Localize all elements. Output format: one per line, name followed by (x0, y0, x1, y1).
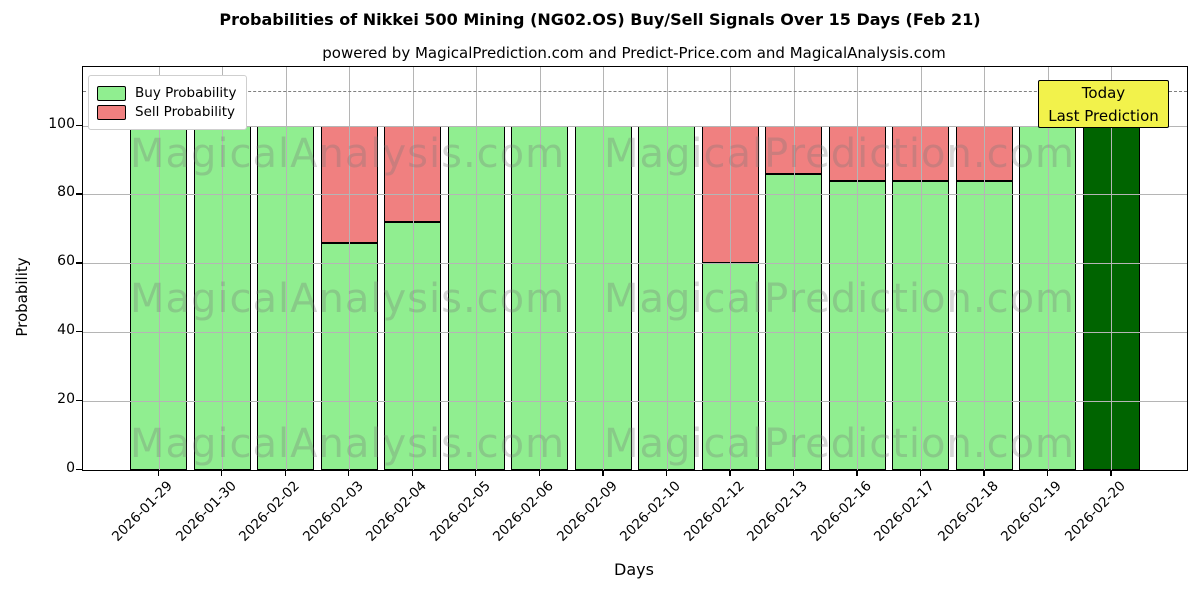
watermark-text: MagicalPrediction.com (604, 276, 1075, 322)
today-annotation-line1: Today (1081, 84, 1126, 102)
x-tick-label: 2026-02-18 (934, 478, 1002, 545)
today-annotation: Today Last Prediction (1038, 80, 1169, 128)
legend-item-sell: Sell Probability (97, 104, 236, 120)
v-gridline (730, 67, 732, 470)
h-gridline (83, 401, 1187, 403)
y-tick (76, 469, 82, 471)
x-tick (1110, 470, 1112, 476)
x-tick-label: 2026-02-06 (490, 478, 558, 545)
x-tick (475, 470, 477, 476)
v-gridline (984, 67, 986, 470)
h-gridline (83, 125, 1187, 127)
v-gridline (666, 67, 668, 470)
x-tick-label: 2026-02-19 (998, 478, 1066, 545)
today-annotation-line2: Last Prediction (1048, 107, 1159, 125)
x-tick-label: 2026-02-13 (744, 478, 812, 545)
v-gridline (539, 67, 541, 470)
y-tick (76, 193, 82, 195)
y-tick-label: 60 (57, 253, 75, 270)
x-tick-label: 2026-02-10 (617, 478, 685, 545)
v-gridline (412, 67, 414, 470)
h-gridline (83, 263, 1187, 265)
v-gridline (222, 67, 224, 470)
y-tick-label: 20 (57, 391, 75, 408)
v-gridline (603, 67, 605, 470)
v-gridline (1047, 67, 1049, 470)
x-tick-label: 2026-02-03 (299, 478, 367, 545)
x-tick (348, 470, 350, 476)
x-tick (284, 470, 286, 476)
v-gridline (857, 67, 859, 470)
x-tick (538, 470, 540, 476)
x-tick-label: 2026-02-12 (680, 478, 748, 545)
x-axis-label: Days (614, 560, 654, 579)
y-tick (76, 400, 82, 402)
y-tick-label: 40 (57, 322, 75, 339)
watermark-text: MagicalPrediction.com (604, 421, 1075, 467)
y-tick (76, 331, 82, 333)
x-tick-label: 2026-02-20 (1061, 478, 1129, 545)
y-tick (76, 262, 82, 264)
x-tick-label: 2026-02-17 (871, 478, 939, 545)
x-tick (792, 470, 795, 476)
x-tick (919, 470, 922, 476)
v-gridline (920, 67, 922, 470)
x-tick (1046, 470, 1049, 476)
x-tick-label: 2026-02-04 (363, 478, 431, 545)
x-tick-label: 2026-01-30 (172, 478, 240, 545)
v-gridline (476, 67, 478, 470)
x-tick (221, 470, 223, 476)
v-gridline (349, 67, 351, 470)
x-tick (983, 470, 985, 476)
sell-swatch-icon (97, 104, 126, 120)
y-tick (76, 124, 82, 126)
x-tick-label: 2026-01-29 (109, 478, 176, 545)
watermark-text: MagicalAnalysis.com (130, 131, 566, 177)
h-gridline (83, 332, 1187, 334)
x-tick (157, 470, 159, 476)
legend-label-buy: Buy Probability (135, 85, 237, 101)
legend-item-buy: Buy Probability (97, 85, 236, 101)
v-gridline (158, 67, 160, 470)
x-tick-label: 2026-02-16 (807, 478, 875, 545)
x-tick (856, 470, 858, 476)
y-axis-label: Probability (13, 257, 31, 337)
x-tick (665, 470, 668, 476)
x-tick-label: 2026-02-02 (236, 478, 303, 545)
watermark-text: MagicalPrediction.com (604, 131, 1075, 177)
x-tick (602, 470, 604, 476)
y-tick-label: 0 (66, 460, 75, 476)
watermark-text: MagicalAnalysis.com (130, 276, 566, 322)
chart-subtitle: powered by MagicalPrediction.com and Pre… (322, 44, 946, 62)
x-tick (411, 470, 413, 476)
y-tick-label: 100 (48, 115, 75, 132)
v-gridline (793, 67, 795, 470)
dashed-threshold-line (83, 91, 1187, 93)
plot-area (82, 66, 1188, 471)
v-gridline (285, 67, 287, 470)
x-tick-label: 2026-02-05 (426, 478, 494, 545)
v-gridline (1111, 67, 1113, 470)
x-tick (729, 470, 731, 476)
watermark-text: MagicalAnalysis.com (130, 421, 566, 467)
y-tick-label: 80 (57, 184, 75, 201)
legend-label-sell: Sell Probability (135, 104, 236, 120)
h-gridline (83, 194, 1187, 196)
legend: Buy Probability Sell Probability (88, 75, 248, 130)
chart-title: Probabilities of Nikkei 500 Mining (NG02… (219, 10, 981, 29)
buy-swatch-icon (97, 85, 126, 101)
x-tick-label: 2026-02-09 (553, 478, 621, 545)
